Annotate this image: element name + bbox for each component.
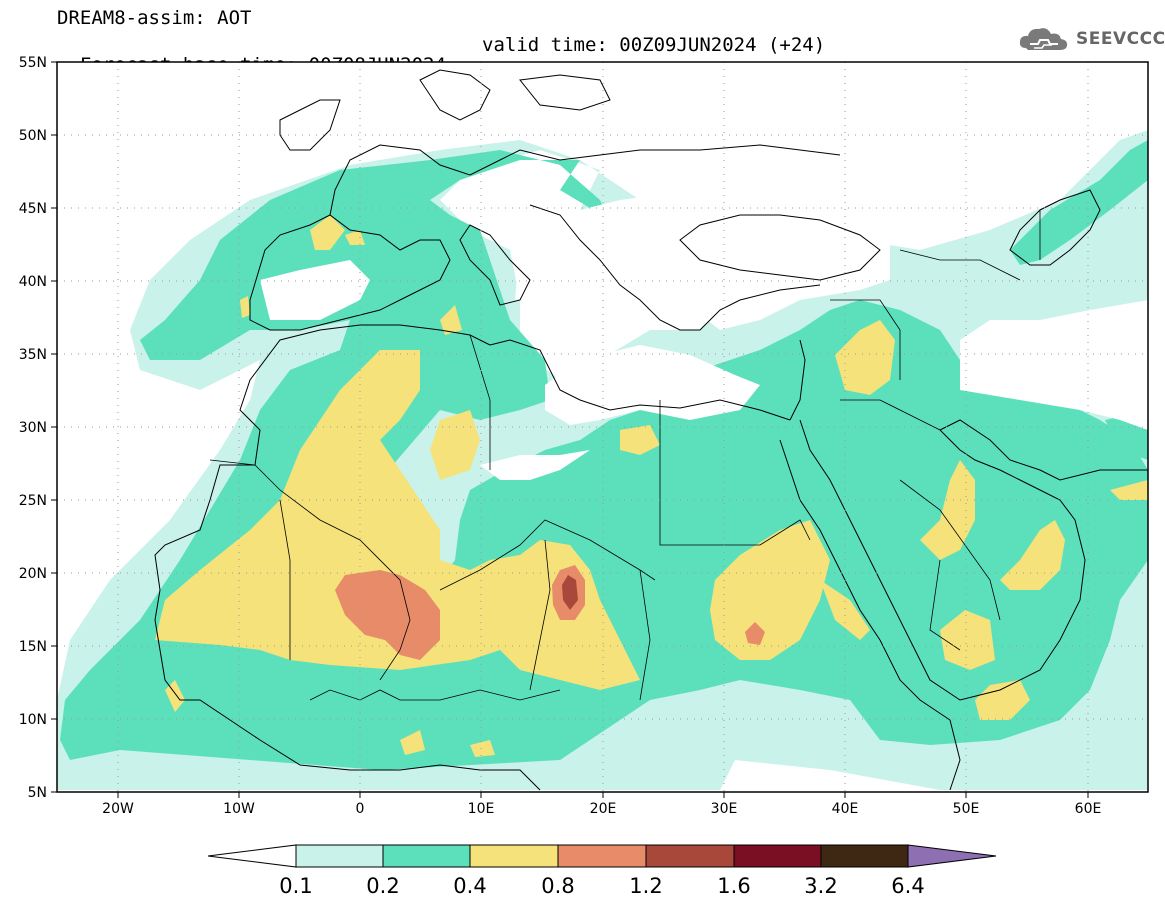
logo-text: SEEVCCC <box>1076 29 1165 49</box>
lon-label: 20W <box>102 801 134 817</box>
lat-label: 5N <box>28 785 47 801</box>
cloud-icon <box>1019 28 1068 50</box>
lat-label: 10N <box>19 712 47 728</box>
latitude-labels: 55N 50N 45N 40N 35N 30N 25N 20N 15N 10N … <box>19 55 47 801</box>
colorbar-swatch <box>557 844 647 868</box>
aot-low-areas <box>260 190 1148 480</box>
chart-title: DREAM8-assim: AOT <box>57 7 252 29</box>
colorbar-swatch <box>820 844 909 868</box>
tick-marks <box>51 61 1089 798</box>
lon-label: 20E <box>590 801 617 817</box>
lon-label: 30E <box>711 801 738 817</box>
colorbar-low-arrow <box>207 844 297 868</box>
colorbar-swatch <box>733 844 822 868</box>
lat-label: 35N <box>19 347 47 363</box>
lat-label: 50N <box>19 128 47 144</box>
colorbar <box>207 844 997 868</box>
lat-label: 45N <box>19 201 47 217</box>
aot-level-1-2 <box>562 575 578 610</box>
graticule <box>57 62 1148 792</box>
aot-field <box>57 62 1148 792</box>
colorbar-label: 0.4 <box>453 874 486 898</box>
colorbar-label: 0.2 <box>366 874 399 898</box>
colorbar-label: 1.2 <box>629 874 662 898</box>
lon-label: 10W <box>223 801 255 817</box>
lat-label: 15N <box>19 639 47 655</box>
country-borders <box>209 210 1041 701</box>
colorbar-label: 0.8 <box>541 874 574 898</box>
lat-label: 20N <box>19 566 47 582</box>
colorbar-swatch <box>382 844 471 868</box>
colorbar-labels: 0.1 0.2 0.4 0.8 1.2 1.6 3.2 6.4 <box>279 874 924 898</box>
colorbar-label: 3.2 <box>804 874 837 898</box>
colorbar-label: 6.4 <box>891 874 924 898</box>
lon-label: 40E <box>832 801 859 817</box>
colorbar-swatch <box>645 844 735 868</box>
lat-label: 40N <box>19 274 47 290</box>
colorbar-label: 1.6 <box>717 874 750 898</box>
lat-label: 25N <box>19 493 47 509</box>
lat-label: 30N <box>19 420 47 436</box>
longitude-labels: 20W 10W 0 10E 20E 30E 40E 50E 60E <box>102 801 1101 817</box>
lon-label: 50E <box>953 801 980 817</box>
valid-time: valid time: 00Z09JUN2024 (+24) <box>482 34 826 56</box>
colorbar-label: 0.1 <box>279 874 312 898</box>
colorbar-high-arrow <box>907 844 997 868</box>
lon-label: 60E <box>1075 801 1102 817</box>
colorbar-swatch <box>295 844 384 868</box>
seevccc-logo: SEEVCCC <box>1018 24 1165 54</box>
coastlines <box>154 69 1148 791</box>
colorbar-swatch <box>469 844 559 868</box>
lon-label: 10E <box>468 801 495 817</box>
lat-label: 55N <box>19 55 47 71</box>
lon-label: 0 <box>356 801 365 817</box>
